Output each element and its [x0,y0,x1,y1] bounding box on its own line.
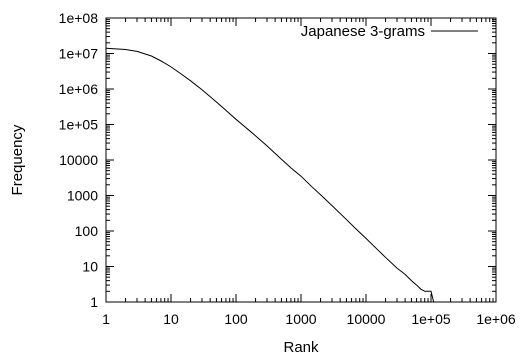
x-tick-label: 10000 [347,311,386,327]
y-tick-label: 100 [75,223,99,239]
x-tick-label: 100 [224,311,248,327]
x-tick-label: 1e+06 [476,311,516,327]
y-tick-label: 10000 [59,152,98,168]
y-tick-labels: 1 10 100 1000 10000 1e+05 1e+06 1e+07 1e+08 [59,10,99,310]
y-tick-label: 1e+05 [59,117,99,133]
y-tick-label: 1000 [67,188,98,204]
series-line-japanese-3-grams [105,47,435,303]
legend-label: Japanese 3-grams [301,23,425,40]
x-tick-label: 1e+05 [411,311,451,327]
y-tick-label: 1e+08 [59,10,99,26]
legend: Japanese 3-grams [301,23,478,40]
x-tick-label: 1 [102,311,110,327]
axis-ticks [105,17,497,303]
x-tick-labels: 1 10 100 1000 10000 1e+05 1e+06 [102,311,516,327]
plot-frame [105,17,497,303]
y-tick-label: 1 [90,294,98,310]
x-tick-label: 1000 [285,311,316,327]
y-tick-label: 10 [82,259,98,275]
y-tick-label: 1e+07 [59,46,99,62]
y-tick-label: 1e+06 [59,81,99,97]
x-axis-label: Rank [283,339,319,356]
y-axis-label: Frequency [9,124,26,195]
x-tick-label: 10 [163,311,179,327]
